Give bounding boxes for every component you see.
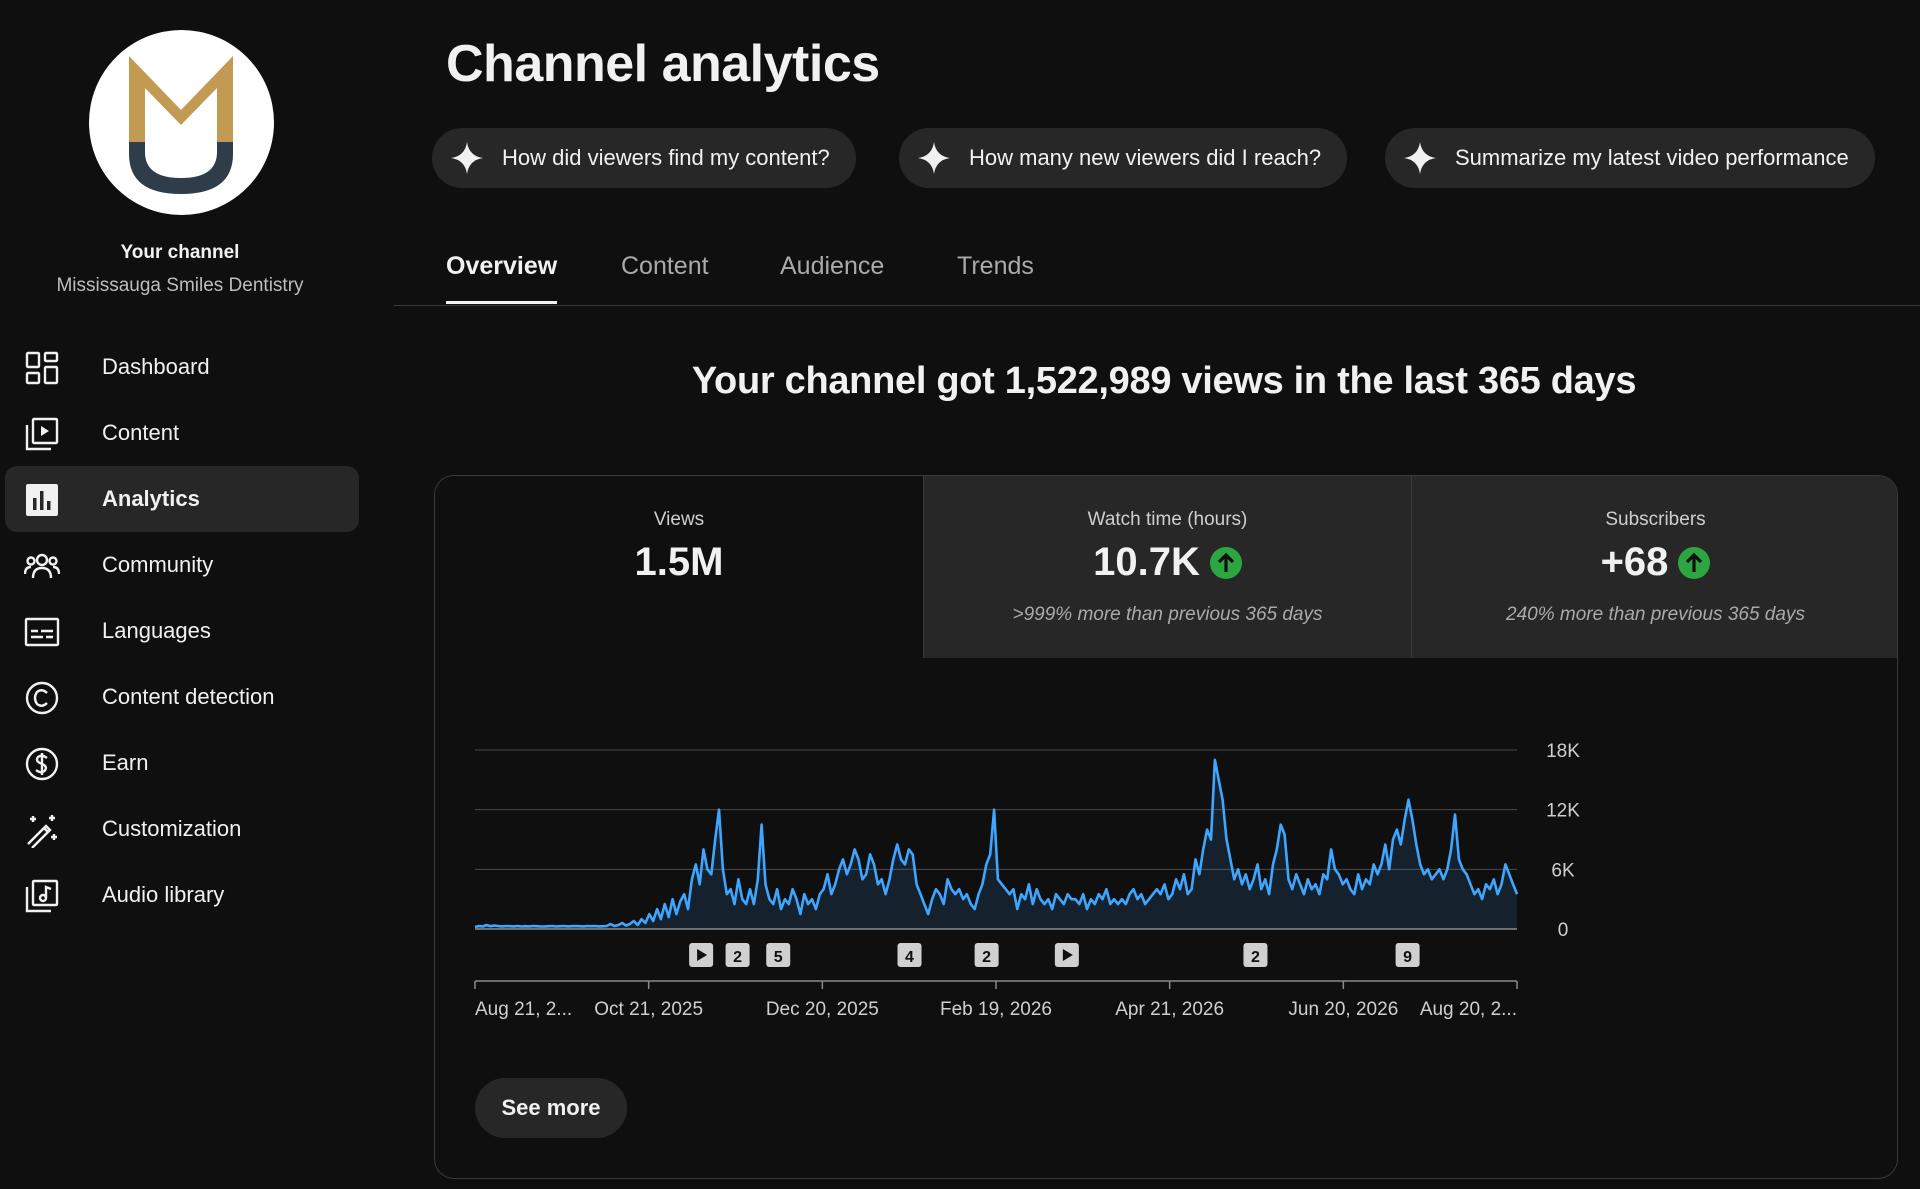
x-tick-label: Aug 20, 2... bbox=[1420, 999, 1517, 1020]
video-count-marker bbox=[725, 943, 750, 967]
analytics-icon bbox=[26, 484, 58, 516]
metric-subscribers[interactable]: Subscribers +68 240% more than previous … bbox=[1411, 476, 1897, 658]
x-tick-label: Jun 20, 2026 bbox=[1288, 999, 1398, 1020]
channel-name: Mississauga Smiles Dentistry bbox=[56, 275, 304, 296]
suggestion-chip-new-viewers[interactable]: How many new viewers did I reach? bbox=[899, 128, 1348, 188]
sparkle-icon bbox=[918, 142, 950, 174]
sidebar-item-analytics[interactable]: Analytics bbox=[5, 466, 359, 532]
metric-value-text: 1.5M bbox=[634, 540, 724, 584]
views-line-chart[interactable]: 0 6K 12K 18K 2 5 4 2 2 9 Aug 21, 2... Oct 21, 2025 D… bbox=[435, 476, 1898, 1179]
views-line bbox=[474, 758, 1519, 929]
page-title: Channel analytics bbox=[446, 35, 880, 93]
views-area bbox=[475, 759, 1517, 929]
tab-content[interactable]: Content bbox=[621, 252, 709, 280]
video-count-label: 5 bbox=[774, 949, 783, 966]
tab-trends[interactable]: Trends bbox=[957, 252, 1034, 280]
content-icon bbox=[25, 417, 59, 451]
suggestion-chip-label: How many new viewers did I reach? bbox=[969, 145, 1322, 170]
video-count-label: 2 bbox=[733, 949, 742, 966]
copyright-icon bbox=[25, 681, 59, 715]
x-tick-label: Apr 21, 2026 bbox=[1115, 999, 1224, 1020]
sidebar-item-customization[interactable]: Customization bbox=[5, 796, 359, 862]
sparkle-icon bbox=[451, 142, 483, 174]
sidebar-item-label: Audio library bbox=[102, 882, 225, 907]
trend-up-icon bbox=[1209, 546, 1242, 579]
y-tick-label: 0 bbox=[1558, 920, 1569, 941]
x-tick-label: Dec 20, 2025 bbox=[766, 999, 879, 1020]
play-icon bbox=[697, 949, 708, 961]
play-icon bbox=[1062, 949, 1073, 961]
x-tick-label: Feb 19, 2026 bbox=[940, 999, 1052, 1020]
metric-watch-time[interactable]: Watch time (hours) 10.7K >999% more than… bbox=[923, 476, 1411, 658]
y-tick-label: 12K bbox=[1546, 801, 1580, 822]
sidebar-item-label: Community bbox=[102, 552, 214, 577]
sparkle-icon bbox=[1404, 142, 1436, 174]
sidebar-item-content-detection[interactable]: Content detection bbox=[5, 664, 359, 730]
suggestion-chip-label: Summarize my latest video performance bbox=[1455, 145, 1849, 170]
suggestion-chip-find-content[interactable]: How did viewers find my content? bbox=[432, 128, 856, 188]
metric-value-text: 10.7K bbox=[1093, 540, 1200, 584]
metric-value-text: +68 bbox=[1600, 540, 1669, 584]
video-count-marker bbox=[1395, 943, 1420, 967]
sidebar-item-audio-library[interactable]: Audio library bbox=[5, 862, 359, 928]
channel-title: Your channel bbox=[120, 242, 240, 263]
channel-logo bbox=[129, 56, 233, 194]
video-count-label: 2 bbox=[982, 949, 991, 966]
metric-comparison: >999% more than previous 365 days bbox=[1012, 604, 1323, 625]
sidebar-item-languages[interactable]: Languages bbox=[5, 598, 359, 664]
metric-views[interactable]: Views 1.5M bbox=[435, 476, 923, 658]
video-count-label: 2 bbox=[1251, 949, 1260, 966]
audio-library-icon bbox=[25, 879, 59, 913]
suggestion-chip-label: How did viewers find my content? bbox=[502, 145, 830, 170]
magic-wand-icon bbox=[27, 815, 57, 848]
sidebar-item-label: Content detection bbox=[102, 684, 275, 709]
sidebar-item-earn[interactable]: Earn bbox=[5, 730, 359, 796]
sidebar-item-label: Content bbox=[102, 420, 180, 445]
sidebar-item-community[interactable]: Community bbox=[5, 532, 359, 598]
community-icon bbox=[24, 553, 60, 579]
sidebar-item-label: Analytics bbox=[102, 486, 200, 511]
video-count-marker bbox=[897, 943, 922, 967]
metric-value: 10.7K bbox=[924, 540, 1411, 585]
y-tick-label: 6K bbox=[1551, 860, 1575, 881]
metric-comparison: 240% more than previous 365 days bbox=[1506, 604, 1805, 625]
tab-overview[interactable]: Overview bbox=[446, 252, 558, 304]
sidebar-item-dashboard[interactable]: Dashboard bbox=[5, 334, 359, 400]
metric-value: 1.5M bbox=[435, 540, 923, 585]
video-count-marker bbox=[766, 943, 791, 967]
languages-icon bbox=[24, 617, 60, 647]
sidebar-item-label: Earn bbox=[102, 750, 149, 775]
x-tick-label: Oct 21, 2025 bbox=[594, 999, 703, 1020]
sidebar-item-label: Dashboard bbox=[102, 354, 210, 379]
main-content: Channel analytics How did viewers find m… bbox=[394, 0, 1920, 1189]
video-count-label: 4 bbox=[905, 949, 914, 966]
views-headline: Your channel got 1,522,989 views in the … bbox=[691, 360, 1637, 402]
video-count-marker bbox=[1243, 943, 1268, 967]
metric-label: Watch time (hours) bbox=[1087, 509, 1248, 530]
trend-up-icon bbox=[1678, 546, 1711, 579]
see-more-button[interactable]: See more bbox=[475, 1078, 627, 1138]
video-count-label: 9 bbox=[1403, 949, 1412, 966]
x-tick-label: Aug 21, 2... bbox=[475, 999, 572, 1020]
channel-avatar[interactable] bbox=[89, 30, 274, 215]
metric-label: Views bbox=[653, 509, 705, 530]
metric-label: Subscribers bbox=[1605, 509, 1706, 530]
sidebar-item-label: Customization bbox=[102, 816, 242, 841]
metric-value: +68 bbox=[1412, 540, 1897, 585]
sidebar: Your channel Mississauga Smiles Dentistr… bbox=[0, 0, 370, 1189]
dashboard-icon bbox=[25, 351, 59, 385]
dollar-icon bbox=[25, 747, 59, 781]
overview-card: Views 1.5M Watch time (hours) 10.7K >999… bbox=[434, 475, 1898, 1179]
y-tick-label: 18K bbox=[1546, 741, 1580, 762]
analytics-tabs: Overview Content Audience Trends bbox=[394, 240, 1920, 306]
sidebar-nav: Dashboard Content Analytics bbox=[5, 334, 359, 928]
suggestion-chip-summarize-video[interactable]: Summarize my latest video performance bbox=[1385, 128, 1875, 188]
video-count-marker bbox=[974, 943, 999, 967]
sidebar-item-content[interactable]: Content bbox=[5, 400, 359, 466]
tab-audience[interactable]: Audience bbox=[780, 252, 885, 280]
sidebar-item-label: Languages bbox=[102, 618, 211, 643]
